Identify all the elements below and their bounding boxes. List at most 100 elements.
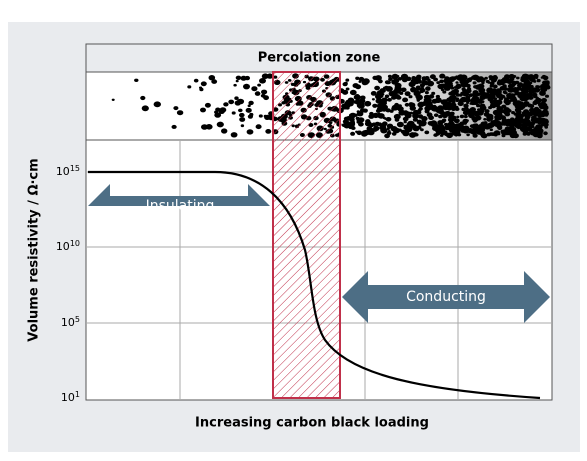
particle (140, 96, 145, 100)
particle (416, 87, 420, 90)
particle (537, 121, 541, 124)
particle (410, 124, 416, 129)
particle (481, 81, 484, 84)
particle (403, 130, 409, 135)
particle (425, 109, 430, 113)
particle (380, 128, 387, 134)
particle (342, 90, 348, 95)
particle (248, 101, 253, 105)
particle (389, 91, 396, 96)
particle (450, 95, 456, 100)
particle (437, 120, 443, 125)
particle (490, 128, 493, 131)
particle (466, 102, 469, 104)
tick-exponent: 10 (70, 239, 80, 248)
particle (530, 121, 535, 125)
particle (420, 88, 425, 92)
particle (535, 76, 538, 79)
particle (450, 112, 455, 116)
particle (236, 80, 239, 82)
particle (443, 78, 450, 84)
particle (466, 133, 470, 136)
particle (476, 130, 482, 135)
particle (233, 84, 236, 87)
particle (397, 122, 404, 128)
particle (525, 120, 530, 124)
particle (542, 118, 549, 123)
particle (416, 75, 421, 79)
particle (369, 128, 375, 133)
particle (525, 123, 529, 126)
particle (489, 78, 492, 81)
particle (355, 77, 359, 80)
particle (374, 86, 380, 91)
particle (355, 84, 361, 89)
particle (393, 78, 399, 83)
particle (471, 102, 475, 105)
particle (446, 102, 452, 107)
particle (214, 112, 221, 117)
particle (239, 113, 245, 117)
particle (505, 112, 511, 116)
particle (474, 127, 478, 130)
particle (401, 88, 407, 93)
tick-exponent: 15 (70, 164, 80, 173)
particle (472, 125, 475, 127)
particle (259, 78, 266, 84)
particle (382, 121, 388, 126)
particle (154, 101, 161, 107)
particle (499, 108, 502, 111)
particle (238, 109, 243, 113)
particle (427, 81, 434, 87)
particle (205, 103, 211, 108)
particle (209, 75, 216, 80)
particle (402, 98, 408, 103)
particle (341, 104, 348, 109)
particle (266, 129, 269, 131)
particle (487, 119, 490, 122)
particle (194, 79, 199, 83)
particle (523, 81, 530, 86)
particle (497, 133, 500, 136)
particle (512, 82, 516, 85)
particle (453, 89, 459, 94)
particle (438, 84, 445, 89)
particle (520, 105, 525, 109)
particle (386, 81, 391, 85)
particle (523, 109, 529, 114)
particle (526, 126, 532, 131)
particle (241, 76, 247, 81)
particle (398, 129, 401, 132)
particle (378, 122, 383, 126)
particle (441, 113, 445, 116)
particle (495, 131, 498, 133)
particle (527, 104, 532, 108)
particle (477, 79, 481, 82)
particle (514, 113, 518, 116)
particle (395, 83, 402, 89)
particle (345, 79, 349, 82)
particle (434, 113, 439, 117)
particle (525, 116, 530, 120)
particle (541, 92, 544, 95)
particle (433, 133, 438, 137)
particle (456, 86, 460, 89)
particle (424, 95, 429, 99)
particle (417, 80, 422, 84)
particle (545, 80, 550, 84)
particle (112, 99, 115, 101)
particle (357, 110, 360, 113)
particle (358, 106, 361, 109)
particle (228, 100, 234, 105)
particle (351, 121, 355, 124)
particle (360, 96, 366, 101)
particle (546, 85, 550, 89)
particle (221, 128, 227, 133)
particle (399, 92, 403, 95)
particle (506, 79, 513, 84)
particle (366, 119, 369, 122)
particle (507, 132, 511, 135)
particle (384, 118, 387, 120)
particle (518, 82, 523, 86)
particle (499, 97, 503, 100)
